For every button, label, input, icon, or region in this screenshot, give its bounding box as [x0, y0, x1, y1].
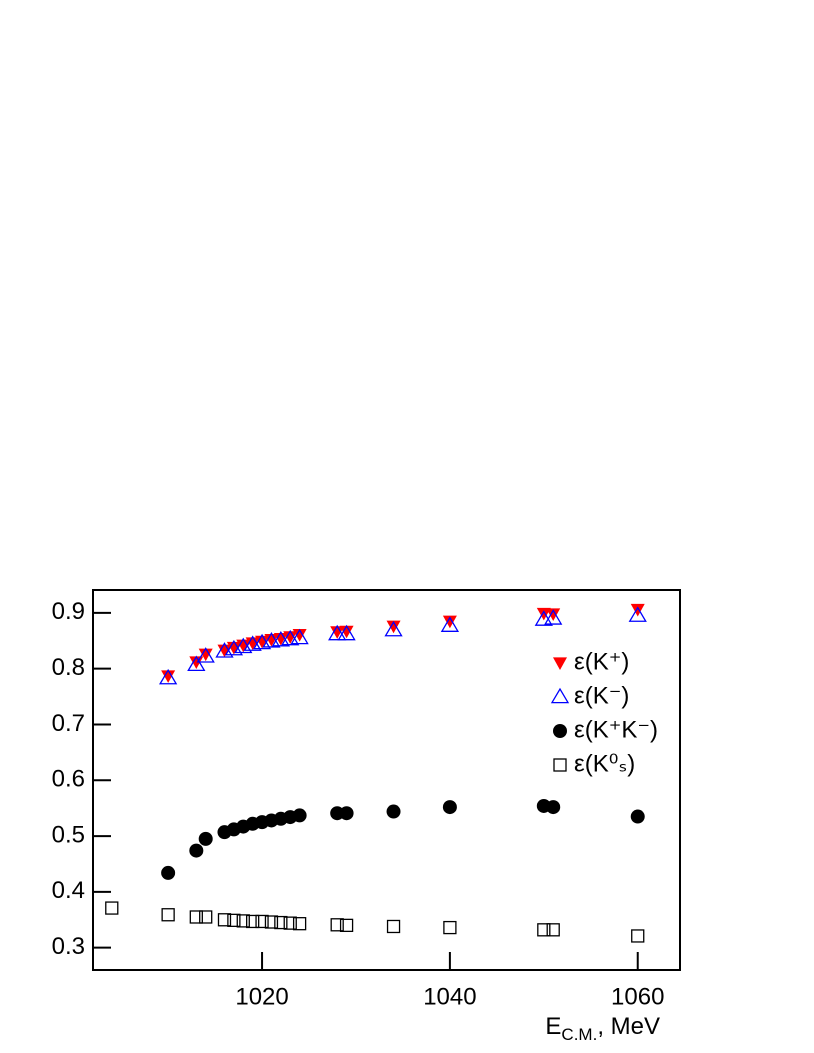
data-point	[546, 923, 560, 937]
legend-marker	[550, 687, 570, 704]
data-point	[158, 668, 178, 685]
data-point	[443, 920, 457, 935]
data-point	[226, 641, 241, 655]
data-point	[283, 631, 298, 644]
x-label-rest: , MeV	[597, 1013, 660, 1040]
data-point	[217, 913, 232, 927]
data-point	[255, 635, 270, 649]
y-tick-label: 0.6	[52, 766, 85, 793]
data-point	[442, 615, 457, 629]
data-point	[264, 634, 279, 647]
data-point	[292, 808, 307, 823]
legend-marker	[553, 758, 567, 772]
data-point	[105, 901, 119, 915]
data-point	[440, 616, 460, 632]
data-point	[189, 843, 204, 858]
data-point	[236, 914, 250, 928]
data-point	[290, 628, 309, 645]
data-point	[236, 639, 251, 653]
data-point	[245, 637, 260, 651]
data-point	[196, 647, 215, 663]
y-tick-label: 0.9	[52, 598, 85, 625]
data-point	[198, 648, 213, 662]
data-point	[628, 606, 647, 622]
data-point	[544, 609, 563, 625]
data-point	[631, 929, 645, 943]
data-point	[292, 629, 307, 642]
data-point	[328, 624, 347, 641]
data-point	[330, 626, 345, 639]
data-point	[384, 620, 403, 637]
data-point	[386, 804, 401, 819]
data-point	[546, 608, 561, 621]
data-point	[386, 919, 401, 934]
y-tick-label: 0.5	[52, 821, 85, 848]
legend-label: ε(K⁺K⁻)	[574, 716, 658, 743]
data-point	[161, 908, 175, 922]
data-point	[339, 918, 354, 933]
legend-label: ε(K⁻)	[574, 682, 629, 709]
legend-marker	[553, 724, 567, 738]
legend-label: ε(K⁺)	[574, 648, 629, 675]
data-point	[292, 917, 307, 931]
x-tick-label: 1060	[611, 983, 664, 1010]
data-point	[546, 800, 561, 815]
data-point	[246, 914, 260, 929]
data-point	[630, 809, 645, 824]
data-point	[386, 620, 401, 634]
data-point	[630, 603, 645, 617]
data-point	[274, 915, 288, 930]
data-point	[187, 655, 206, 672]
x-axis-label: EC.M., MeV	[545, 1013, 660, 1044]
data-point	[227, 913, 241, 927]
y-tick-label: 0.3	[52, 933, 85, 960]
data-point	[339, 806, 354, 821]
plot-frame	[92, 589, 681, 971]
data-point	[536, 607, 551, 621]
data-point	[337, 624, 356, 641]
y-tick-label: 0.4	[52, 877, 85, 904]
data-point	[189, 910, 203, 924]
x-tick-label: 1040	[423, 983, 476, 1010]
data-point	[255, 914, 269, 929]
data-point	[161, 670, 176, 683]
data-point	[339, 625, 354, 639]
data-point	[198, 831, 213, 846]
data-point	[537, 923, 551, 937]
data-point	[273, 632, 288, 646]
data-point	[442, 800, 457, 815]
x-label-sub: C.M.	[561, 1025, 597, 1044]
data-point	[161, 865, 176, 880]
data-point	[217, 644, 232, 658]
legend-label: ε(K⁰ₛ)	[574, 750, 635, 777]
y-tick-label: 0.8	[52, 654, 85, 681]
data-point	[264, 915, 279, 929]
x-label-main: E	[545, 1013, 561, 1040]
data-point	[199, 910, 213, 924]
y-tick-label: 0.7	[52, 710, 85, 737]
data-point	[283, 916, 297, 930]
x-tick-label: 1020	[235, 983, 288, 1010]
data-point	[330, 918, 344, 932]
data-point	[189, 656, 204, 669]
legend-marker	[553, 657, 567, 670]
